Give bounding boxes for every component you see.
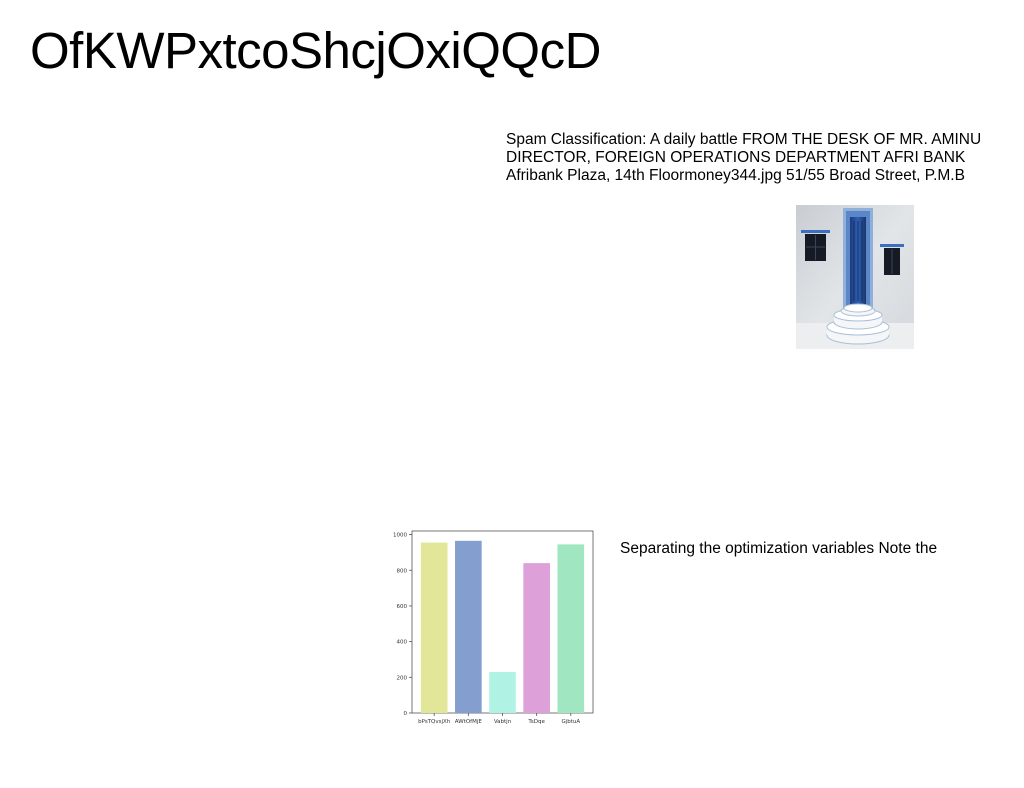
x-tick-label: AWtOfMjE bbox=[455, 719, 483, 725]
y-tick-label: 400 bbox=[397, 640, 408, 646]
y-tick-label: 800 bbox=[397, 568, 408, 574]
text-paragraph-top: Spam Classification: A daily battle FROM… bbox=[506, 131, 982, 184]
text-paragraph-bottom: Separating the optimization variables No… bbox=[620, 540, 938, 557]
y-tick-label: 0 bbox=[404, 711, 408, 717]
bar bbox=[420, 542, 448, 713]
bar bbox=[489, 671, 516, 713]
y-tick-label: 200 bbox=[397, 675, 408, 681]
x-tick-label: bPsTQvsjXh bbox=[418, 719, 451, 725]
bar bbox=[523, 563, 550, 713]
x-tick-label: GjbtuA bbox=[561, 719, 580, 725]
bar bbox=[455, 540, 482, 713]
y-tick-label: 600 bbox=[397, 604, 408, 610]
bar-chart: 0 200 400 600 800 1000 bPsTQvsjXh AWtOfMjE Vabtj… bbox=[393, 530, 594, 725]
bar bbox=[557, 544, 585, 713]
x-tick-label: TsDqe bbox=[527, 719, 545, 725]
photo-image bbox=[796, 205, 914, 349]
y-tick-label: 1000 bbox=[393, 533, 407, 539]
page-title: OfKWPxtcoShcjOxiQQcD bbox=[30, 22, 601, 79]
x-tick-label: Vabtjn bbox=[494, 719, 512, 725]
